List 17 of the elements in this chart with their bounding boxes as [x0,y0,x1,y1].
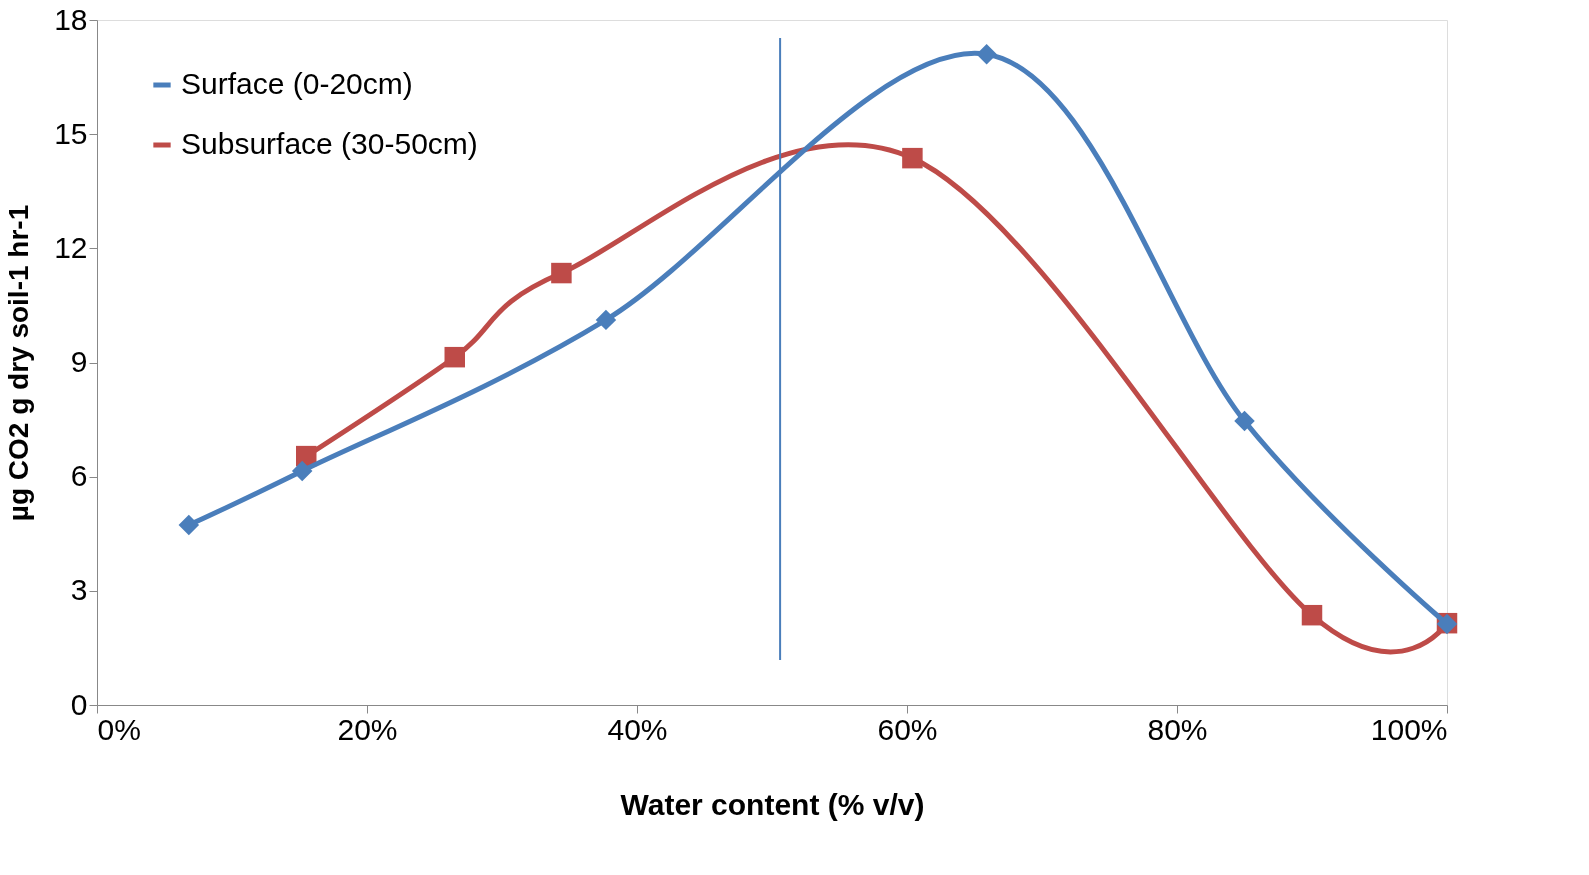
legend-label: Surface (0-20cm) [181,67,413,100]
y-tick-label: 9 [70,345,88,378]
x-axis-title: Water content (% v/v) [620,787,925,821]
x-tick-label: 40% [607,712,668,746]
y-tick-label: 15 [54,116,88,150]
y-tick-label: 0 [70,687,88,721]
y-tick-label: 6 [70,459,88,493]
y-tick-label: 18 [54,2,88,36]
y-tick-label: 12 [54,230,88,264]
legend-label: Subsurface (30-50cm) [181,127,478,160]
x-tick-label: 60% [877,712,938,746]
x-tick-label: 0% [97,712,141,746]
x-tick-label: 20% [337,712,398,746]
y-axis-title: µg CO2 g dry soil-1 hr-1 [3,204,35,522]
y-tick-label: 3 [70,573,88,607]
x-tick-label: 80% [1147,712,1208,746]
x-tick-label: 100% [1370,712,1448,746]
